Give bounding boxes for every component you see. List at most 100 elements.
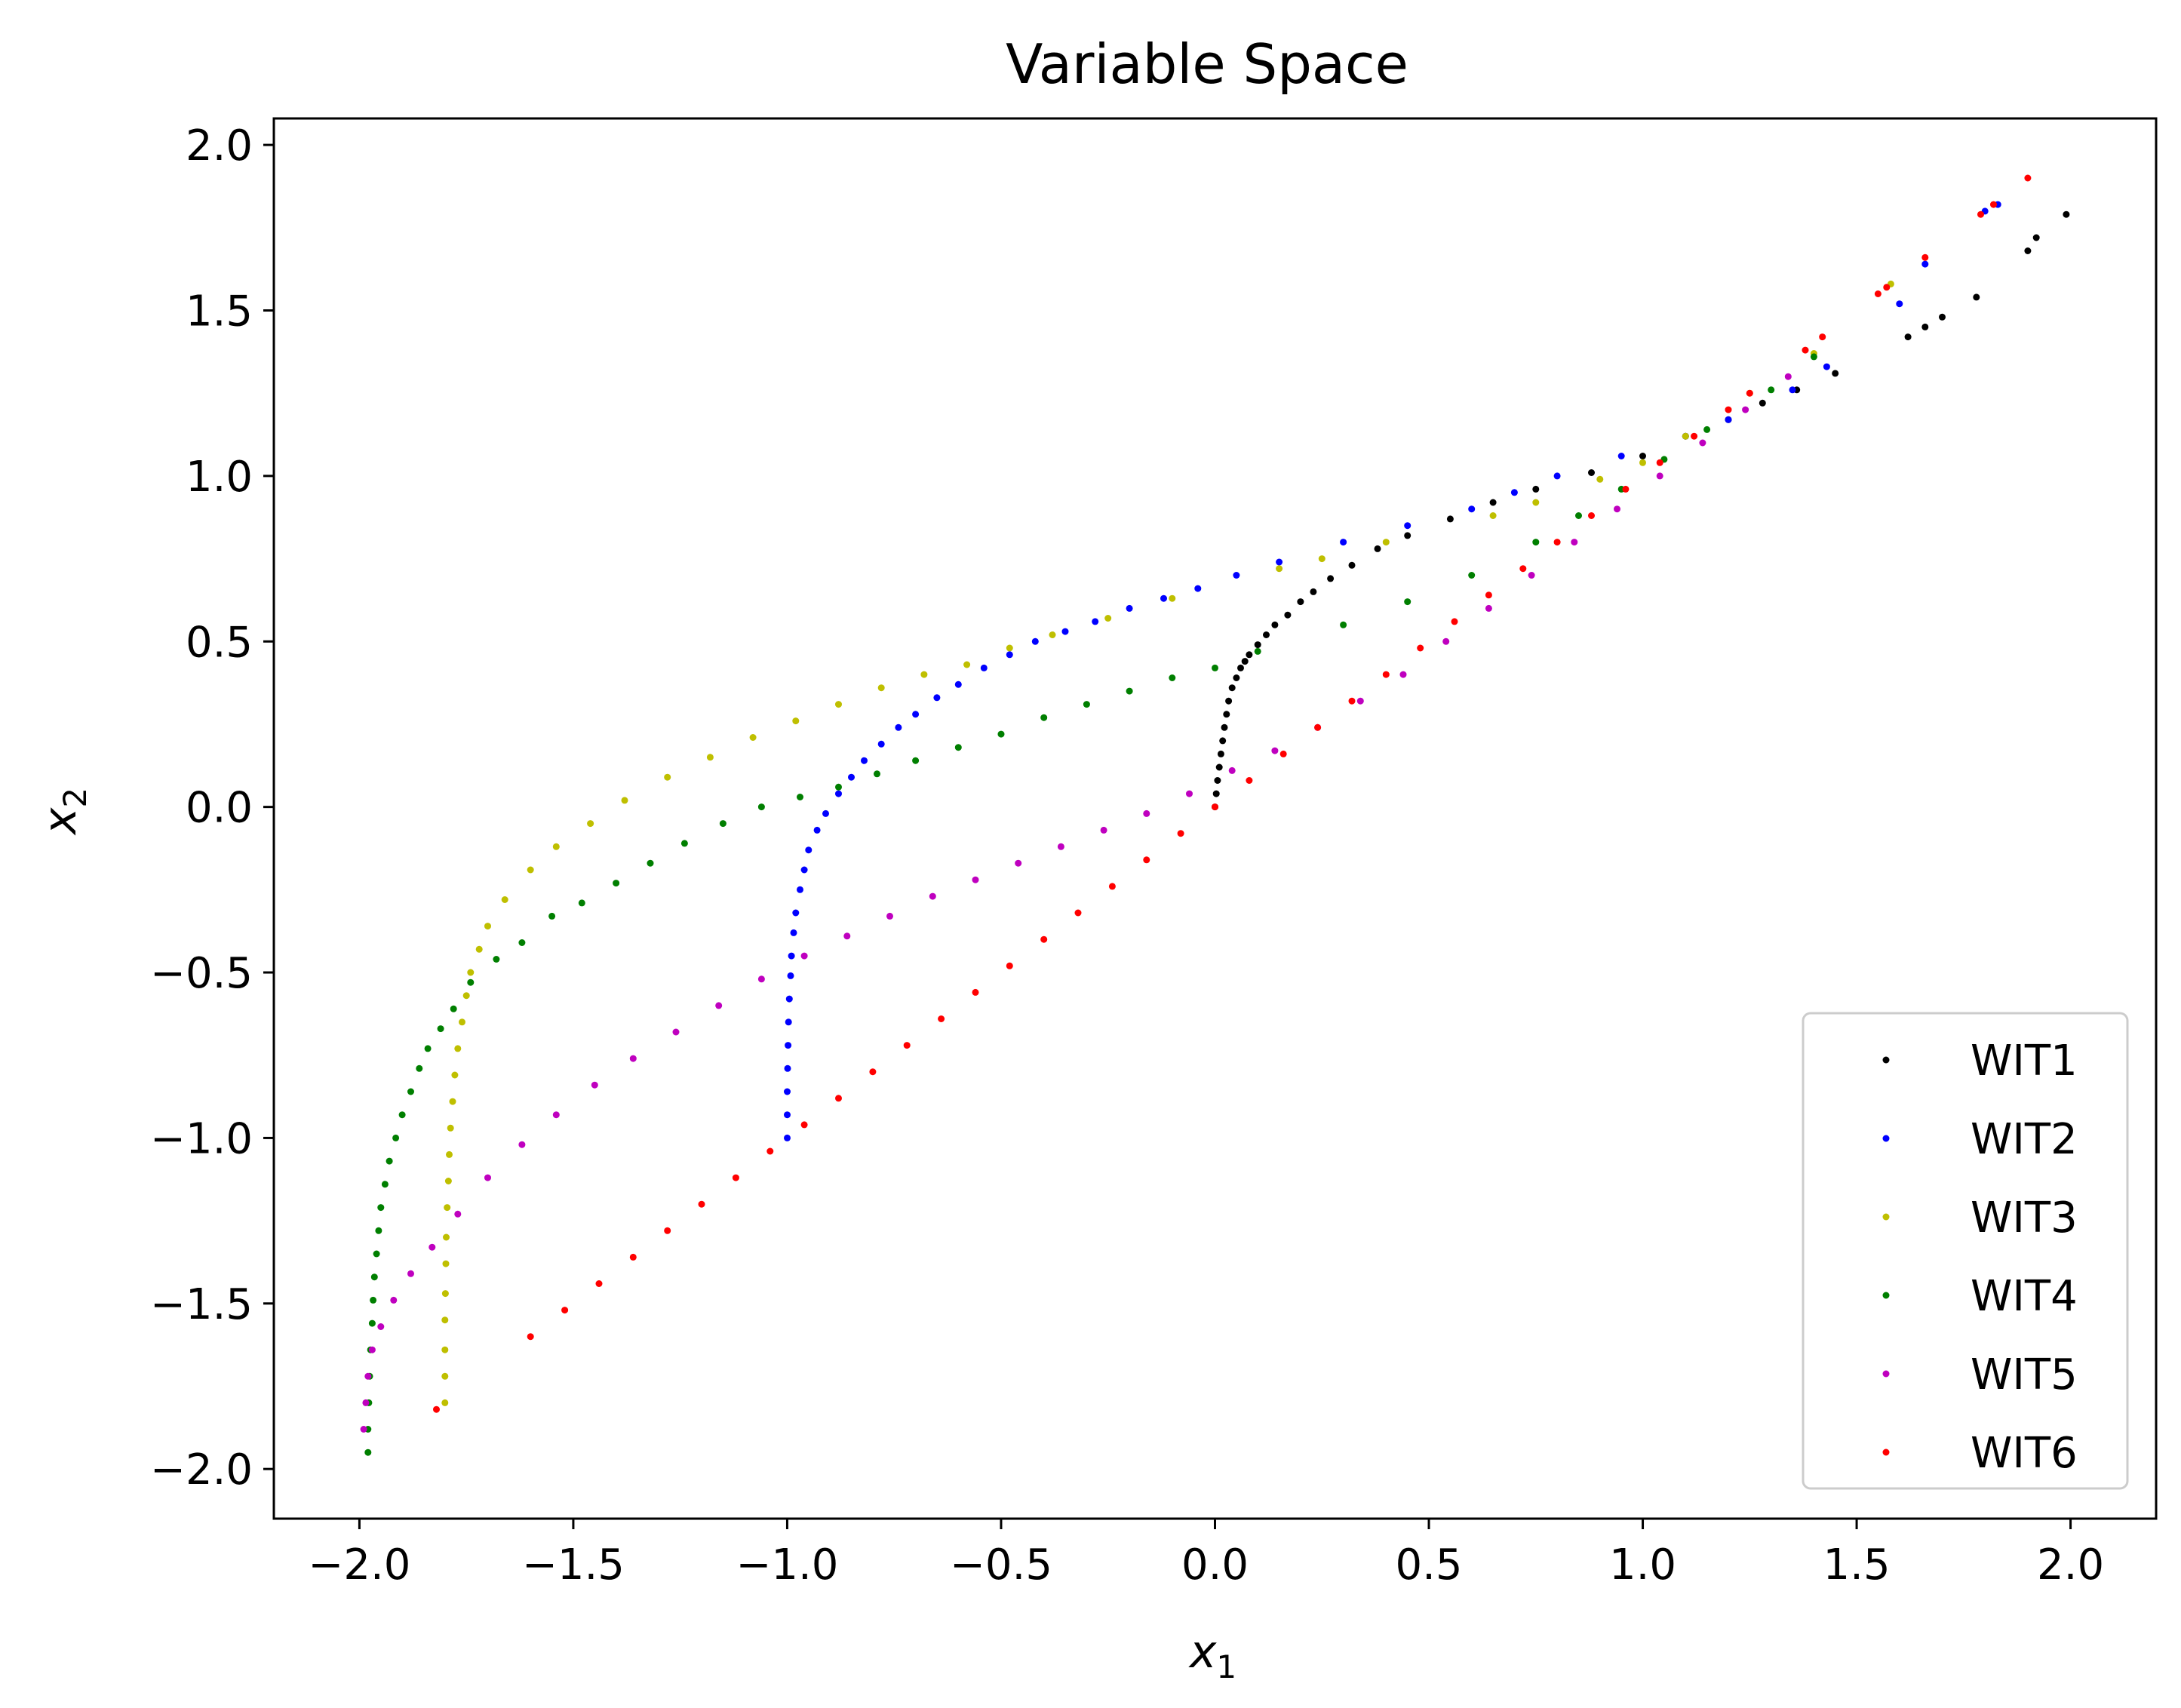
data-point-wit5-33 xyxy=(1485,604,1492,612)
data-point-wit6-33 xyxy=(1622,485,1630,493)
data-point-wit3-32 xyxy=(1006,644,1013,652)
data-point-wit6-16 xyxy=(1040,935,1048,943)
data-point-wit3-43 xyxy=(1682,432,1689,440)
data-point-wit4-11 xyxy=(381,1181,389,1188)
data-point-wit2-16 xyxy=(835,790,842,797)
legend-marker-wit2 xyxy=(1882,1135,1890,1142)
data-point-wit3-5 xyxy=(442,1260,450,1267)
data-point-wit1-13 xyxy=(1246,651,1253,659)
data-point-wit2-33 xyxy=(1276,558,1283,566)
data-point-wit5-10 xyxy=(518,1141,526,1148)
data-point-wit1-35 xyxy=(1921,323,1929,330)
data-point-wit2-19 xyxy=(877,740,885,748)
data-point-wit2-22 xyxy=(933,694,941,702)
data-point-wit2-35 xyxy=(1404,522,1412,530)
x-tick-label: −1.5 xyxy=(522,1541,625,1590)
data-point-wit5-28 xyxy=(1271,747,1279,754)
data-point-wit6-13 xyxy=(938,1015,945,1022)
data-point-wit5-37 xyxy=(1656,472,1663,480)
data-point-wit4-7 xyxy=(370,1273,378,1281)
legend-box xyxy=(1802,1012,2129,1490)
data-point-wit4-34 xyxy=(954,744,962,751)
data-point-wit2-2 xyxy=(784,1088,791,1095)
data-point-wit1-20 xyxy=(1327,575,1335,582)
data-point-wit5-20 xyxy=(929,892,936,900)
data-point-wit2-32 xyxy=(1233,572,1240,579)
series-wit2 xyxy=(784,201,2001,1141)
data-point-wit6-23 xyxy=(1279,750,1287,757)
data-point-wit1-17 xyxy=(1284,611,1292,619)
data-point-wit2-10 xyxy=(792,909,800,917)
data-point-wit6-0 xyxy=(433,1405,440,1413)
data-point-wit1-25 xyxy=(1489,499,1497,506)
data-point-wit3-0 xyxy=(441,1399,449,1406)
data-point-wit3-26 xyxy=(749,734,757,741)
data-point-wit3-2 xyxy=(441,1346,449,1353)
data-point-wit6-26 xyxy=(1382,671,1390,678)
data-point-wit1-16 xyxy=(1271,621,1279,628)
data-point-wit3-35 xyxy=(1169,594,1176,602)
legend-label-wit3: WIT3 xyxy=(1971,1193,2078,1243)
data-point-wit3-23 xyxy=(621,797,628,804)
data-point-wit3-22 xyxy=(587,820,594,828)
data-point-wit1-37 xyxy=(1973,293,1980,301)
data-point-wit1-22 xyxy=(1374,545,1381,552)
data-point-wit4-9 xyxy=(375,1227,382,1234)
data-point-wit2-44 xyxy=(1896,300,1903,308)
data-point-wit5-14 xyxy=(672,1028,680,1036)
data-point-wit4-38 xyxy=(1126,687,1133,695)
data-point-wit3-16 xyxy=(467,969,475,976)
data-point-wit2-8 xyxy=(788,952,795,960)
data-point-wit4-8 xyxy=(373,1250,380,1258)
data-point-wit5-13 xyxy=(629,1055,637,1062)
data-point-wit4-18 xyxy=(437,1025,444,1033)
x-tick-label: 1.5 xyxy=(1823,1541,1891,1590)
data-point-wit4-6 xyxy=(370,1296,377,1304)
data-point-wit6-18 xyxy=(1108,883,1116,890)
data-point-wit4-23 xyxy=(548,912,556,920)
series-wit1 xyxy=(1212,210,2070,811)
data-point-wit5-40 xyxy=(1784,373,1792,380)
data-point-wit3-7 xyxy=(444,1204,451,1212)
data-point-wit6-44 xyxy=(1990,201,1997,208)
data-point-wit5-31 xyxy=(1399,671,1407,678)
data-point-wit5-16 xyxy=(757,975,765,983)
data-point-wit5-18 xyxy=(843,932,851,940)
data-point-wit4-36 xyxy=(1040,714,1048,721)
data-point-wit1-15 xyxy=(1263,631,1270,638)
chart-title: Variable Space xyxy=(1006,32,1408,96)
data-point-wit6-30 xyxy=(1519,565,1527,573)
data-point-wit2-15 xyxy=(822,809,829,817)
x-tick-label: −0.5 xyxy=(950,1541,1052,1590)
y-tick-label: −1.5 xyxy=(150,1280,253,1329)
data-point-wit4-33 xyxy=(912,757,920,764)
data-point-wit3-25 xyxy=(706,754,714,761)
data-point-wit5-22 xyxy=(1015,859,1022,867)
data-point-wit4-16 xyxy=(416,1064,423,1072)
data-point-wit6-11 xyxy=(869,1068,877,1076)
data-point-wit3-39 xyxy=(1489,512,1497,519)
x-tick-label: 1.0 xyxy=(1609,1541,1676,1590)
data-point-wit4-19 xyxy=(450,1005,457,1012)
data-point-wit4-28 xyxy=(719,820,726,828)
data-point-wit5-2 xyxy=(364,1372,372,1380)
data-point-wit3-11 xyxy=(449,1098,456,1105)
data-point-wit4-46 xyxy=(1575,512,1582,519)
data-point-wit6-8 xyxy=(766,1147,774,1155)
data-point-wit1-28 xyxy=(1639,453,1646,459)
data-point-wit2-39 xyxy=(1617,453,1625,459)
data-point-wit4-12 xyxy=(386,1157,393,1165)
data-point-wit2-4 xyxy=(785,1042,792,1049)
data-point-wit5-30 xyxy=(1356,697,1364,705)
data-point-wit2-45 xyxy=(1921,260,1929,268)
data-point-wit1-31 xyxy=(1759,399,1766,407)
data-point-wit6-34 xyxy=(1656,459,1663,466)
data-point-wit3-38 xyxy=(1382,539,1390,546)
data-point-wit6-45 xyxy=(2024,174,2032,182)
data-point-wit1-39 xyxy=(2032,234,2040,241)
legend-label-wit2: WIT2 xyxy=(1971,1115,2078,1164)
data-point-wit5-11 xyxy=(552,1111,560,1119)
data-point-wit3-21 xyxy=(552,843,560,850)
data-point-wit6-31 xyxy=(1553,539,1561,546)
y-tick-label: −2.0 xyxy=(150,1445,253,1494)
